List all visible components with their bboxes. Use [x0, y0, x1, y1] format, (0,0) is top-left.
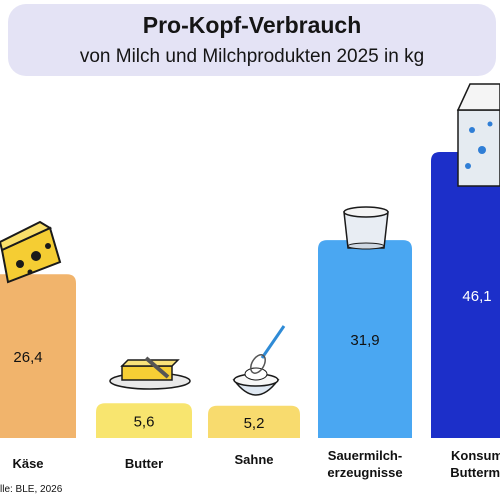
- bar-3: [318, 240, 412, 438]
- category-label-0: Käse: [12, 456, 43, 471]
- category-label-4: Konsum Buttermi: [450, 448, 500, 480]
- milk-carton-icon: [456, 83, 500, 187]
- category-label-3: Sauermilch-erzeugnisse: [327, 448, 402, 480]
- category-label-1: Butter: [125, 456, 163, 471]
- butter-icon: [109, 356, 191, 390]
- source-note: lle: BLE, 2026: [0, 484, 63, 495]
- bar-value-label-2: 5,2: [244, 415, 265, 432]
- yogurt-cup-icon: [343, 206, 389, 250]
- cream-bowl-icon: [232, 325, 286, 396]
- category-label-2: Sahne: [234, 452, 273, 467]
- bar-value-label-0: 26,4: [13, 349, 42, 366]
- bar-value-label-1: 5,6: [134, 414, 155, 431]
- bar-value-label-3: 31,9: [350, 332, 379, 349]
- chart-subtitle: von Milch und Milchprodukten 2025 in kg: [79, 46, 425, 67]
- bar-4: [431, 152, 500, 438]
- bar-2: [208, 405, 300, 438]
- bar-0: [0, 274, 76, 438]
- bar-value-label-4: 46,1: [462, 288, 491, 305]
- cheese-icon: [0, 220, 62, 284]
- title-banner: Pro-Kopf-Verbrauch von Milch und Milchpr…: [8, 4, 496, 76]
- bar-1: [96, 403, 192, 438]
- chart-title: Pro-Kopf-Verbrauch: [142, 12, 362, 38]
